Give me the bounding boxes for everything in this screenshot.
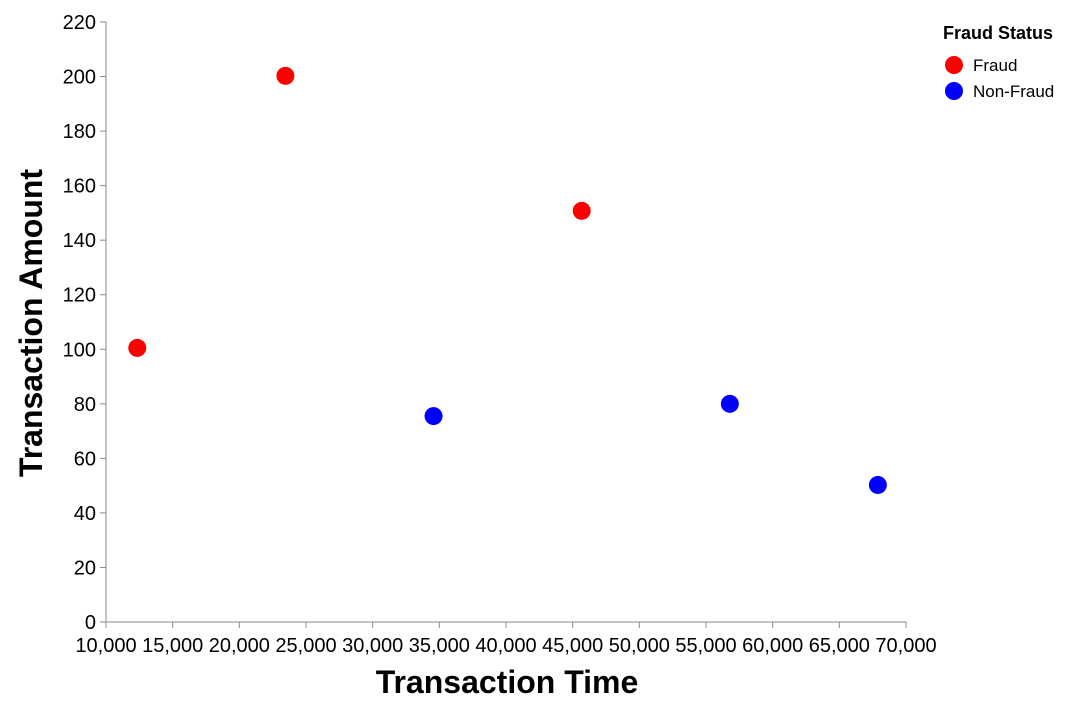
x-axis-title: Transaction Time [376, 664, 639, 700]
y-tick-label: 20 [74, 557, 96, 579]
y-tick-label: 140 [63, 230, 96, 252]
legend-items: Fraud Non-Fraud [945, 56, 1054, 101]
legend: Fraud Status Fraud Non-Fraud [943, 23, 1054, 101]
legend-label: Non-Fraud [973, 82, 1054, 101]
x-tick-label: 20,000 [209, 635, 270, 657]
y-tick-label: 80 [74, 394, 96, 416]
y-axis: 0 20 40 60 80 100 120 140 160 180 200 220 [63, 12, 107, 634]
legend-label: Fraud [973, 56, 1017, 75]
data-point-fraud [276, 66, 295, 85]
y-tick-label: 60 [74, 448, 96, 470]
y-tick-label: 180 [63, 121, 96, 143]
legend-swatch [945, 82, 963, 100]
legend-swatch [945, 56, 963, 74]
y-tick-label: 40 [74, 503, 96, 525]
legend-title: Fraud Status [943, 23, 1053, 43]
x-tick-label: 15,000 [142, 635, 203, 657]
y-tick-label: 100 [63, 339, 96, 361]
x-tick-label: 55,000 [675, 635, 736, 657]
x-tick-label: 40,000 [475, 635, 536, 657]
x-tick-label: 65,000 [809, 635, 870, 657]
data-point-non-fraud [720, 394, 739, 413]
x-tick-label: 30,000 [342, 635, 403, 657]
data-point-fraud [572, 201, 591, 220]
x-axis: 10,000 15,000 20,000 25,000 30,000 35,000 40,0… [75, 621, 937, 657]
x-tick-label: 35,000 [409, 635, 470, 657]
x-tick-label: 45,000 [542, 635, 603, 657]
y-tick-label: 120 [63, 285, 96, 307]
y-tick-label: 200 [63, 67, 96, 89]
data-point-non-fraud [868, 475, 887, 494]
y-tick-label: 160 [63, 176, 96, 198]
data-points [128, 66, 887, 494]
data-point-fraud [128, 338, 147, 357]
y-tick-label: 0 [85, 612, 96, 634]
x-tick-label: 50,000 [609, 635, 670, 657]
x-tick-label: 25,000 [275, 635, 336, 657]
y-axis-title: Transaction Amount [13, 169, 49, 478]
y-tick-label: 220 [63, 12, 96, 34]
x-tick-label: 60,000 [742, 635, 803, 657]
data-point-non-fraud [424, 407, 443, 426]
x-tick-label: 70,000 [875, 635, 936, 657]
x-tick-label: 10,000 [75, 635, 136, 657]
